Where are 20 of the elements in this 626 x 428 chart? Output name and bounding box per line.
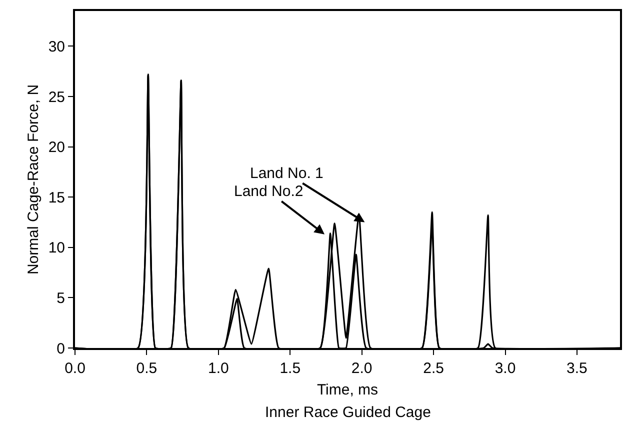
x-axis-title: Time, ms xyxy=(316,382,378,398)
y-tick-label: 0 xyxy=(56,340,65,358)
x-tick-label: 1.0 xyxy=(208,360,229,377)
annotation: Land No. 1 xyxy=(250,165,324,182)
x-tick-label: 0.5 xyxy=(136,360,158,377)
y-axis-title: Normal Cage-Race Force, N xyxy=(25,84,42,275)
x-tick-label: 0.0 xyxy=(64,360,86,377)
text: Inner Race Guided Cage xyxy=(265,404,431,421)
y-tick-label: 10 xyxy=(48,240,65,257)
annotation: Land No.2 xyxy=(234,183,304,200)
y-tick-label: 20 xyxy=(48,139,65,156)
y-tick-label: 25 xyxy=(48,88,65,106)
x-tick-label: 3.5 xyxy=(566,360,588,377)
x-tick-label: 2.5 xyxy=(423,360,444,377)
y-tick-label: 5 xyxy=(56,290,65,307)
x-tick-label: 2.0 xyxy=(351,360,372,377)
x-tick-label: 1.5 xyxy=(280,360,301,377)
y-tick-label: 15 xyxy=(48,189,65,206)
x-tick-label: 3.0 xyxy=(494,360,516,377)
y-tick-label: 30 xyxy=(48,38,65,56)
